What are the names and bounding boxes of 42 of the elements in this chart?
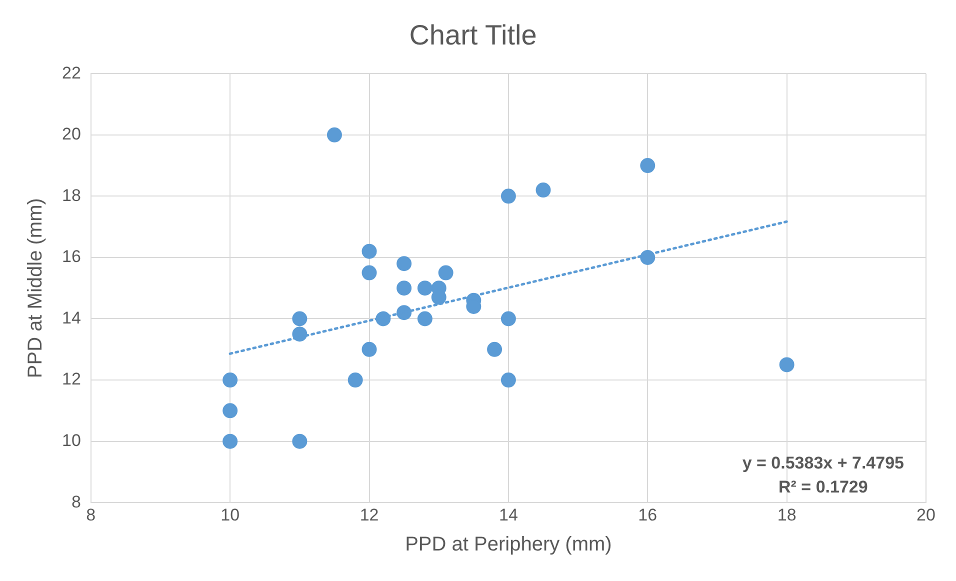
x-tick-label: 8: [86, 505, 96, 524]
y-tick-label: 14: [62, 308, 81, 328]
point: [640, 158, 656, 174]
point: [417, 311, 432, 326]
point: [362, 244, 377, 259]
point: [500, 372, 516, 388]
point: [500, 311, 516, 326]
point: [222, 403, 238, 418]
y-tick-label: 18: [62, 186, 81, 205]
point: [417, 280, 432, 296]
y-axis-title: PPD at Middle (mm): [24, 198, 47, 378]
point: [326, 127, 342, 142]
y-tick-label: 10: [62, 431, 81, 450]
annotation: y = 0.5383x + 7.4795: [742, 454, 904, 473]
x-tick-label: 16: [638, 505, 658, 524]
point: [362, 265, 377, 280]
point: [536, 182, 551, 198]
y-tick-label: 12: [62, 370, 81, 389]
x-tick-label: 14: [498, 505, 518, 524]
point: [487, 342, 502, 357]
point: [292, 434, 308, 449]
point: [396, 280, 412, 296]
x-tick-label: 10: [220, 505, 240, 524]
x-tick-label: 12: [360, 505, 379, 524]
y-tick-label: 8: [71, 492, 81, 512]
point: [222, 434, 238, 449]
point: [362, 342, 377, 357]
point: [396, 256, 412, 272]
point: [779, 357, 794, 372]
y-tick-label: 22: [62, 63, 81, 82]
point: [500, 188, 516, 204]
y-tick-label: 20: [62, 124, 81, 144]
x-tick-label: 20: [916, 505, 936, 524]
x-axis-title: PPD at Periphery (mm): [405, 534, 612, 556]
point: [222, 372, 238, 388]
chart-title: Chart Title: [409, 20, 537, 51]
annotation: R² = 0.1729: [778, 478, 868, 497]
y-tick-label: 16: [62, 247, 81, 266]
point: [348, 372, 363, 388]
point: [438, 265, 454, 280]
x-tick-label: 18: [777, 505, 796, 524]
point: [292, 311, 308, 326]
